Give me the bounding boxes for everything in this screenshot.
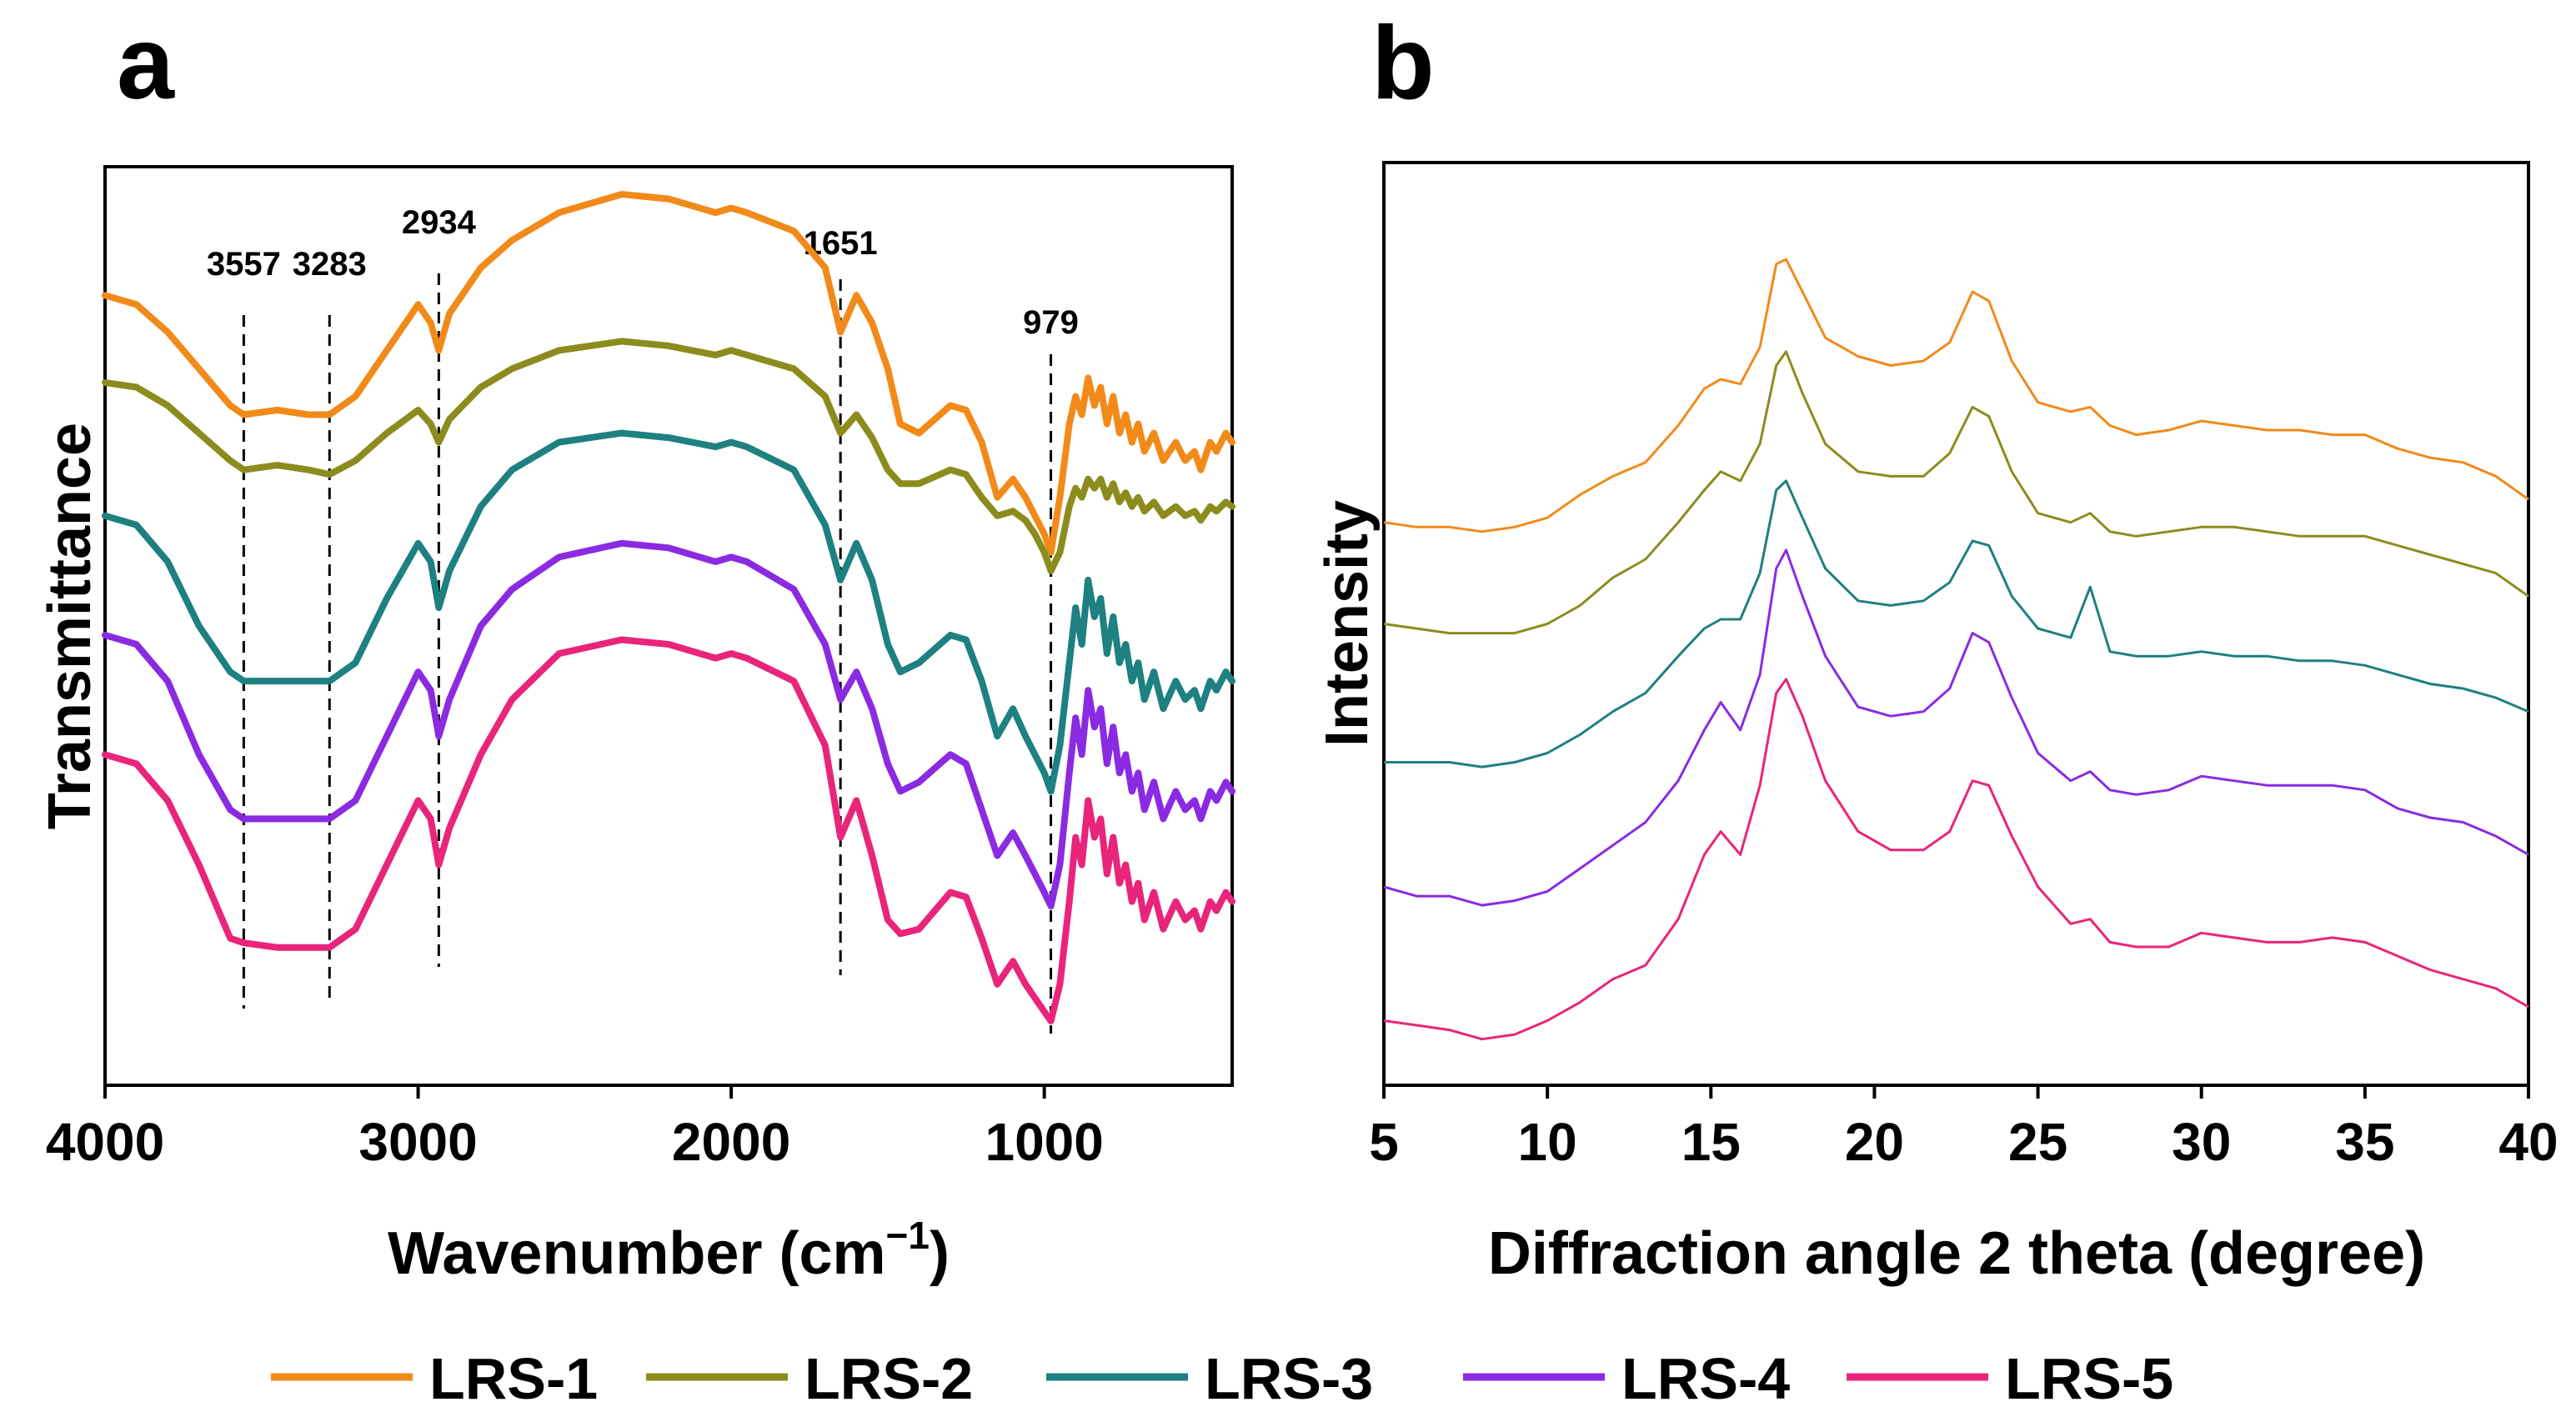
x-tick-label: 25 <box>2008 1112 2067 1172</box>
x-tick-label: 1000 <box>985 1112 1103 1172</box>
series-line-lrs-2 <box>102 338 1235 574</box>
xrd-panel: 5 10 15 20 25 30 35 40 Diffraction angle 2 thet… <box>1314 161 2558 1287</box>
x-tick-label: 35 <box>2335 1112 2394 1172</box>
legend-label-lrs-1: LRS-1 <box>429 1346 598 1411</box>
ftir-series-group <box>102 191 1235 1024</box>
legend-label-lrs-5: LRS-5 <box>2005 1346 2173 1411</box>
peak-label: 3283 <box>293 246 367 283</box>
x-tick-label: 4000 <box>46 1112 164 1172</box>
plot-frame-a <box>103 165 1234 1087</box>
panel-label-b: b <box>1371 6 1435 121</box>
x-tick-label: 30 <box>2172 1112 2231 1172</box>
x-tick-label: 5 <box>1369 1112 1399 1172</box>
y-axis-label-a: Transmittance <box>37 423 103 829</box>
legend: LRS-1 LRS-2 LRS-3 LRS-4 LRS-5 <box>271 1346 2173 1411</box>
x-tick-label: 20 <box>1845 1112 1904 1172</box>
xrd-series-group <box>1383 258 2529 1041</box>
series-line-lrs-4 <box>1383 548 2529 907</box>
x-tick-label: 2000 <box>672 1112 790 1172</box>
x-tick-label: 40 <box>2498 1112 2558 1172</box>
x-axis-ticks-a: 4000 3000 2000 1000 <box>46 1085 1104 1172</box>
peak-label: 3557 <box>207 246 281 283</box>
series-line-lrs-3 <box>1384 479 2529 769</box>
panel-label-a: a <box>117 6 175 121</box>
peak-label: 979 <box>1023 304 1079 341</box>
legend-label-lrs-4: LRS-4 <box>1621 1346 1790 1411</box>
x-tick-label: 3000 <box>358 1112 477 1172</box>
series-line-lrs-1 <box>1383 258 2529 533</box>
plot-frame-b <box>1382 161 2530 1087</box>
x-axis-label-a: Wavenumber (cm−1) <box>388 1214 950 1287</box>
x-axis-label-b: Diffraction angle 2 theta (degree) <box>1488 1220 2425 1287</box>
series-line-lrs-2 <box>1383 350 2529 635</box>
x-tick-label: 10 <box>1518 1112 1577 1172</box>
series-line-lrs-3 <box>102 429 1235 795</box>
series-line-lrs-5 <box>102 636 1235 1024</box>
y-axis-label-b: Intensity <box>1314 500 1381 747</box>
series-line-lrs-4 <box>102 539 1235 910</box>
x-tick-label: 15 <box>1681 1112 1741 1172</box>
series-line-lrs-1 <box>102 191 1235 556</box>
legend-label-lrs-3: LRS-3 <box>1205 1346 1373 1411</box>
x-axis-ticks-b: 5 10 15 20 25 30 35 40 <box>1369 1085 2558 1172</box>
series-line-lrs-5 <box>1383 678 2529 1041</box>
legend-label-lrs-2: LRS-2 <box>804 1346 973 1411</box>
peak-label: 2934 <box>402 204 477 241</box>
